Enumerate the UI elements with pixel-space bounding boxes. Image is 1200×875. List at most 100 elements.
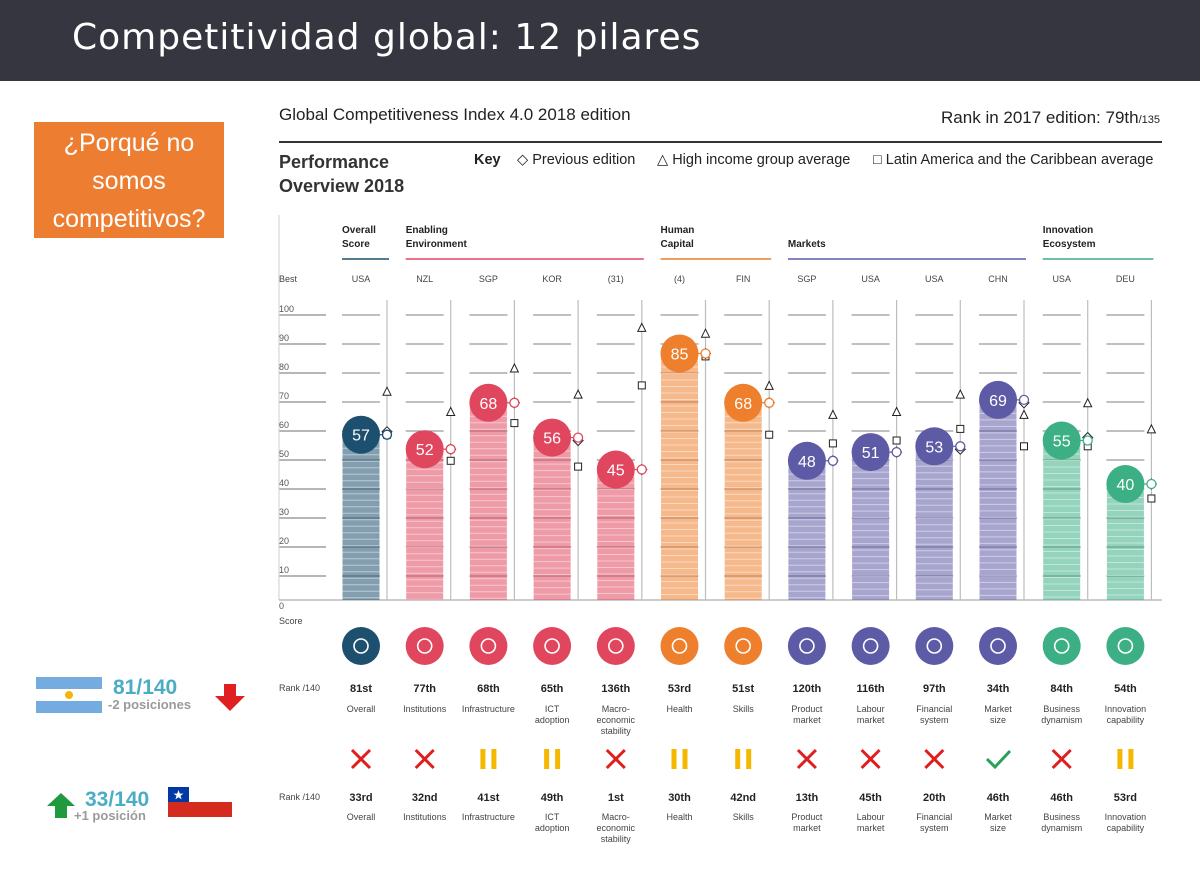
square-icon: □ (873, 152, 882, 168)
product-market-icon (787, 627, 826, 665)
pillar-name-argentina: market (793, 715, 821, 725)
overall-icon-glyph (353, 638, 369, 654)
score-bar (342, 434, 380, 600)
chile-pillar-rank: 46th (987, 792, 1010, 804)
score-ring (700, 348, 711, 359)
pillar-name-chile: size (990, 823, 1006, 833)
score-ring (827, 455, 839, 466)
up-arrow-icon (47, 793, 75, 818)
question-box: ¿Porqué no somos competitivos? (34, 122, 224, 238)
overall-icon (342, 627, 380, 665)
institutions-icon-glyph (416, 638, 433, 654)
group-label: Environment (406, 239, 468, 250)
labour-market-icon (851, 627, 890, 665)
rank-2017-value: 79th (1105, 108, 1139, 127)
pillar-name-chile: system (920, 823, 949, 833)
slide-title: Competitividad global: 12 pilares (72, 17, 702, 58)
chile-pillar-rank: 30th (668, 792, 691, 804)
score-value: 52 (416, 442, 434, 459)
score-ring (381, 429, 393, 440)
argentina-pillar-rank: 120th (793, 683, 822, 695)
latam-marker (510, 419, 519, 428)
score-label: Score (279, 616, 303, 626)
chile-pillar-rank: 42nd (730, 792, 756, 804)
pillar-name-chile: Macro- (602, 812, 630, 822)
pillar-name-chile: adoption (535, 823, 570, 833)
latam-marker (574, 462, 583, 471)
key-latam: □ Latin America and the Caribbean averag… (873, 152, 1153, 168)
score-value: 53 (925, 439, 943, 456)
pillar-name-chile: stability (601, 834, 632, 844)
score-bubble (469, 383, 508, 422)
score-bubble (533, 418, 572, 457)
chile-pillar-rank: 53rd (1114, 792, 1137, 804)
best-label: Best (279, 274, 298, 284)
pillar-name-chile: market (857, 823, 885, 833)
market-size-icon (979, 627, 1017, 665)
score-bar (1043, 440, 1081, 600)
chile-change: +1 posición (74, 808, 146, 823)
score-bubble (596, 450, 635, 489)
pause-icon (555, 749, 561, 769)
pause-icon (1128, 749, 1134, 769)
cross-icon (860, 748, 881, 770)
high-income-marker (636, 322, 647, 332)
financial-icon (915, 627, 954, 665)
argentina-flag (36, 677, 102, 713)
score-value: 45 (607, 463, 625, 480)
pillar-name-chile: capability (1107, 823, 1145, 833)
y-tick-label: 80 (279, 362, 289, 372)
pillar-name-chile: dynamism (1041, 823, 1082, 833)
y-tick-label: 0 (279, 601, 284, 611)
pillar-name-argentina: Health (666, 704, 692, 714)
key-label: Key (474, 152, 501, 168)
score-value: 48 (798, 454, 816, 471)
pause-icon (671, 749, 677, 769)
pause-icon (682, 749, 688, 769)
macro-icon (596, 627, 635, 665)
y-tick-label: 10 (279, 565, 289, 575)
score-bubble (660, 334, 699, 373)
skills-icon (724, 627, 763, 665)
chile-pillar-rank: 32nd (412, 792, 438, 804)
argentina-pillar-rank: 84th (1050, 683, 1073, 695)
pillar-name-chile: Market (984, 812, 1012, 822)
key-previous: ◇ Previous edition (517, 152, 635, 168)
cross-icon (414, 748, 435, 770)
latam-marker (892, 436, 901, 445)
rank-2017-total: /135 (1138, 114, 1160, 126)
ict-icon-glyph (544, 638, 560, 654)
y-tick-label: 70 (279, 391, 289, 401)
pillar-name-chile: Product (791, 812, 823, 822)
performance-title-line1: Performance (279, 152, 390, 172)
pause-icon (735, 749, 741, 769)
pillar-name-argentina: Business (1043, 704, 1080, 714)
key-high-income: △ High income group average (657, 152, 850, 168)
best-country-label: (4) (674, 274, 685, 284)
pillar-name-argentina: Innovation (1105, 704, 1147, 714)
group-label: Innovation (1043, 225, 1094, 236)
pause-icon (746, 749, 752, 769)
pillar-name-argentina: system (920, 715, 949, 725)
cross-icon (350, 748, 372, 770)
score-bubble (979, 380, 1017, 419)
title-bar: Competitividad global: 12 pilares (0, 0, 1200, 81)
latam-marker (765, 430, 774, 439)
pillar-name-chile: Innovation (1105, 812, 1147, 822)
pillar-name-argentina: capability (1107, 715, 1145, 725)
rank-label-argentina: Rank /140 (279, 683, 320, 693)
latam-marker (828, 439, 837, 448)
triangle-icon: △ (657, 152, 669, 168)
score-value: 56 (543, 431, 561, 448)
pillar-name-chile: Business (1043, 812, 1080, 822)
score-bubble (724, 383, 763, 422)
argentina-pillar-rank: 77th (413, 683, 436, 695)
business-icon (1042, 627, 1081, 665)
argentina-pillar-rank: 97th (923, 683, 946, 695)
pillar-name-argentina: economic (597, 715, 636, 725)
score-bar (724, 402, 762, 600)
score-ring (636, 464, 647, 475)
pillar-name-chile: Institutions (403, 812, 447, 822)
score-ring (955, 441, 966, 452)
pillar-name-chile: market (793, 823, 821, 833)
